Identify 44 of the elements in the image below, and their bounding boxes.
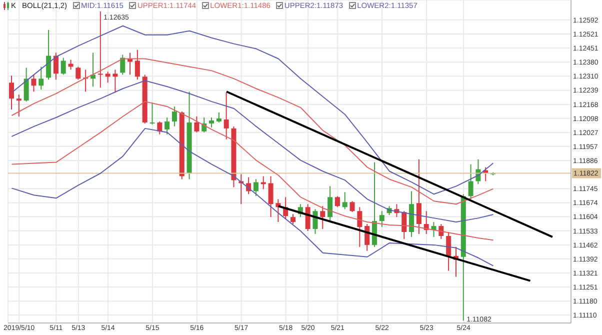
candlestick xyxy=(379,210,384,228)
candlestick xyxy=(209,116,214,128)
candlestick xyxy=(438,224,444,240)
line-series xyxy=(11,80,494,223)
candlestick xyxy=(305,204,310,232)
candlestick xyxy=(172,106,177,127)
candlestick xyxy=(224,92,229,140)
candlestick xyxy=(194,116,200,133)
candlestick xyxy=(150,102,155,125)
candlestick xyxy=(334,196,340,208)
candlestick xyxy=(402,210,407,240)
candlestick xyxy=(164,116,170,135)
candlestick xyxy=(105,71,110,84)
line-series xyxy=(11,128,494,266)
candlestick xyxy=(24,67,29,102)
candlestick xyxy=(290,214,296,225)
candlestick xyxy=(98,10,103,88)
line-series xyxy=(11,101,494,241)
candlestick xyxy=(112,69,118,94)
candlestick xyxy=(76,66,81,80)
candlestick xyxy=(46,29,52,80)
candlestick xyxy=(31,74,36,92)
candlestick xyxy=(342,192,348,210)
candlestick xyxy=(446,231,452,272)
candlestick xyxy=(134,49,140,80)
line-series xyxy=(11,58,494,205)
candlestick xyxy=(38,66,44,90)
candlestick xyxy=(68,59,74,70)
candlestick xyxy=(120,54,126,76)
candlestick xyxy=(357,206,362,248)
candlestick xyxy=(268,176,274,218)
candlestick xyxy=(253,178,258,197)
candlestick xyxy=(53,52,58,80)
candlestick xyxy=(60,57,66,76)
candlestick xyxy=(16,94,22,117)
candlestick xyxy=(9,75,14,110)
candlestick xyxy=(328,186,333,222)
candlestick xyxy=(350,200,355,213)
candlestick xyxy=(320,206,326,230)
candlestick xyxy=(468,164,474,200)
candlestick xyxy=(157,120,162,135)
candlestick xyxy=(216,112,222,123)
candlestick xyxy=(416,158,422,234)
candlestick xyxy=(260,176,266,190)
